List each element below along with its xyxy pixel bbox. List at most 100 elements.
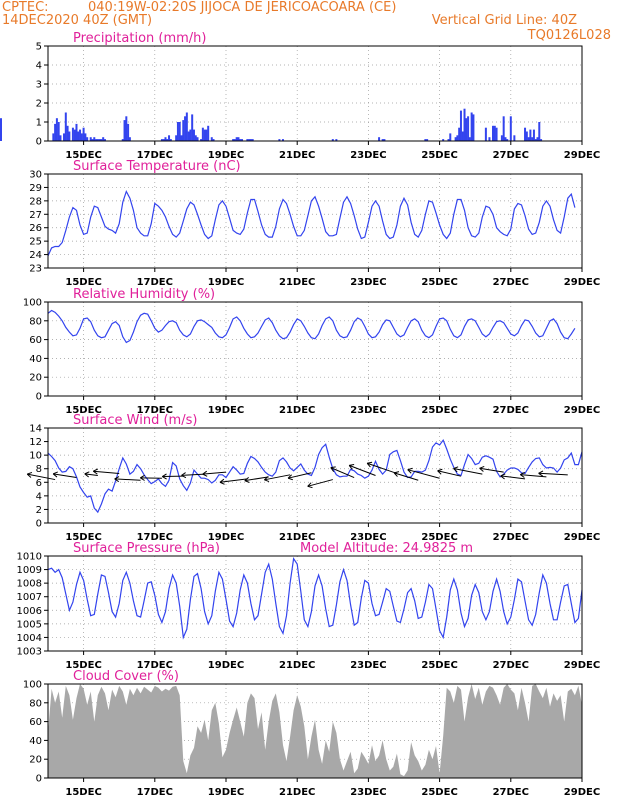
wind-vector-head <box>538 472 544 477</box>
wind-series-line <box>47 438 583 514</box>
panel-frame <box>47 301 583 397</box>
pressure-series-line <box>47 557 583 640</box>
wind-vector-head <box>84 473 89 478</box>
wind-vector <box>393 472 419 481</box>
precip-bar <box>176 122 179 141</box>
precip-bar <box>187 131 190 141</box>
wind-vector-head <box>162 473 167 477</box>
wind-vector-head <box>27 471 33 475</box>
panel-frame <box>47 173 583 269</box>
x-tick-label: 19DEC <box>208 532 244 543</box>
precip-bar <box>488 137 491 141</box>
x-tick-label: 29DEC <box>564 150 600 161</box>
precip-bar <box>82 127 85 141</box>
panel-title: Relative Humidity (%) <box>73 287 215 302</box>
wind-vector <box>330 467 355 478</box>
wind-vector-head <box>330 466 336 469</box>
precip-bar <box>205 129 208 141</box>
y-tick-label: 30 <box>29 170 42 181</box>
panel-frame <box>47 45 583 142</box>
precip-bar <box>96 139 99 141</box>
wind-vector-head <box>307 482 312 487</box>
precip-bar <box>212 139 215 141</box>
x-tick-label: 23DEC <box>350 787 386 798</box>
precip-bar <box>463 108 466 141</box>
x-tick-label: 27DEC <box>493 787 529 798</box>
x-tick-label: 29DEC <box>564 787 600 798</box>
wind-vector-head <box>162 476 167 480</box>
precip-bar <box>200 139 203 141</box>
precip-bar <box>210 137 213 141</box>
panel-frame <box>47 427 583 524</box>
precip-bar <box>164 137 167 141</box>
x-tick-label: 17DEC <box>137 405 173 416</box>
precip-bar <box>534 139 537 141</box>
y-tick-label: 1010 <box>17 552 42 563</box>
x-tick-label: 29DEC <box>564 277 600 288</box>
wind-vector-head <box>287 474 292 479</box>
x-tick-label: 27DEC <box>493 150 529 161</box>
wind-vector <box>287 472 312 479</box>
precip-bar <box>248 139 251 141</box>
y-tick-label: 1004 <box>17 633 42 644</box>
wind-vector <box>114 478 141 481</box>
wind-vector-head <box>93 470 98 475</box>
x-tick-label: 25DEC <box>421 660 457 671</box>
x-tick-label: 19DEC <box>208 277 244 288</box>
precip-bar <box>513 135 516 141</box>
precip-bar <box>125 116 128 141</box>
wind-vector-head <box>330 467 335 472</box>
wind-vector-head <box>264 476 269 481</box>
y-tick-label: 25 <box>29 237 42 248</box>
panel-precip: Precipitation (mm/h) 0 1 2 3 4 5 15DEC 17DEC 19DE… <box>0 31 600 161</box>
precip-bar <box>467 116 470 141</box>
panel-title: Precipitation (mm/h) <box>73 31 206 46</box>
precip-bar <box>504 137 507 141</box>
x-tick-label: 23DEC <box>350 532 386 543</box>
precip-bar <box>194 135 197 141</box>
wind-vector-head <box>407 469 412 474</box>
precip-bar <box>98 139 101 141</box>
wind-vector <box>181 473 205 476</box>
x-tick-label: 25DEC <box>421 532 457 543</box>
x-tick-label: 17DEC <box>137 277 173 288</box>
x-tick-label: 21DEC <box>279 277 315 288</box>
wind-vector-head <box>287 477 293 481</box>
wind-vector <box>202 471 227 475</box>
wind-vector <box>264 474 291 481</box>
precip-bar <box>278 139 281 141</box>
precip-bar <box>66 125 69 141</box>
x-tick-label: 19DEC <box>208 787 244 798</box>
y-tick-label: 20 <box>29 373 42 384</box>
y-tick-label: 40 <box>29 354 42 365</box>
precip-bar <box>86 137 89 141</box>
panel-title: Cloud Cover (%) <box>73 669 179 684</box>
precip-bar <box>383 139 386 141</box>
x-tick-label: 15DEC <box>65 787 101 798</box>
y-tick-label: 60 <box>29 335 42 346</box>
precip-bar <box>0 118 2 141</box>
wind-vector-head <box>219 478 225 483</box>
y-tick-label: 40 <box>29 736 42 747</box>
precip-bar <box>103 139 106 141</box>
header-code: TQ0126L028 <box>527 28 611 43</box>
precip-bar <box>241 139 244 141</box>
x-tick-label: 17DEC <box>137 660 173 671</box>
x-tick-label: 23DEC <box>350 150 386 161</box>
wind-vector <box>219 478 248 483</box>
wind-vector <box>500 475 526 480</box>
precip-bar <box>468 137 471 141</box>
precip-bar <box>95 139 98 141</box>
x-tick-label: 21DEC <box>279 532 315 543</box>
precip-bar <box>281 139 284 141</box>
precip-bar <box>123 120 126 141</box>
wind-vector <box>307 479 333 487</box>
precip-bar <box>71 127 74 141</box>
wind-vector-head <box>407 467 413 471</box>
precip-bar <box>536 137 539 141</box>
temp-series-line <box>47 189 576 257</box>
y-tick-label: 24 <box>29 250 42 261</box>
wind-vector-head <box>367 461 373 464</box>
y-tick-label: 10 <box>29 451 42 462</box>
